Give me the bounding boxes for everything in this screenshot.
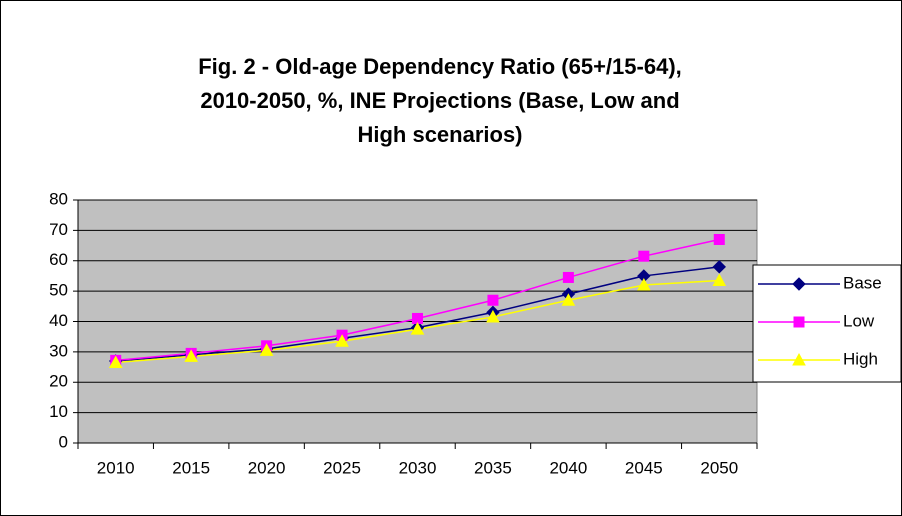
y-tick-label: 50	[49, 281, 68, 300]
legend-marker	[792, 277, 806, 291]
legend-label: High	[843, 349, 878, 368]
x-tick-label: 2030	[399, 458, 437, 477]
x-tick-label: 2010	[97, 458, 135, 477]
y-tick-label: 30	[49, 341, 68, 360]
data-point	[638, 250, 650, 262]
data-point	[410, 322, 425, 335]
data-point	[712, 260, 726, 274]
y-tick-label: 70	[49, 220, 68, 239]
x-tick-label: 2040	[549, 458, 587, 477]
x-tick-label: 2020	[248, 458, 286, 477]
data-point	[412, 312, 423, 324]
data-point	[335, 334, 349, 347]
data-point	[713, 233, 725, 245]
x-tick-label: 2050	[700, 458, 738, 477]
legend-label: Low	[843, 311, 875, 330]
x-tick-label: 2025	[323, 458, 361, 477]
x-tick-label: 2045	[625, 458, 663, 477]
data-point	[259, 343, 274, 356]
data-point	[486, 309, 500, 323]
y-tick-label: 60	[49, 250, 68, 269]
y-tick-label: 40	[49, 311, 68, 330]
x-tick-label: 2035	[474, 458, 512, 477]
data-point	[712, 273, 727, 286]
x-tick-label: 2015	[172, 458, 210, 477]
y-tick-label: 20	[49, 372, 68, 391]
y-tick-label: 0	[59, 432, 68, 451]
legend-label: Base	[843, 273, 882, 292]
chart-title: High scenarios)	[357, 122, 522, 147]
chart-title: 2010-2050, %, INE Projections (Base, Low…	[200, 88, 679, 113]
y-tick-label: 10	[49, 402, 68, 421]
legend-marker	[792, 352, 806, 366]
data-point	[487, 294, 499, 306]
chart-title: Fig. 2 - Old-age Dependency Ratio (65+/1…	[198, 54, 682, 79]
data-point	[108, 355, 123, 369]
data-point	[562, 271, 574, 283]
data-point	[561, 293, 576, 306]
data-point	[636, 278, 651, 291]
y-tick-label: 80	[49, 189, 68, 208]
legend-marker	[793, 316, 805, 328]
data-point	[184, 349, 199, 362]
